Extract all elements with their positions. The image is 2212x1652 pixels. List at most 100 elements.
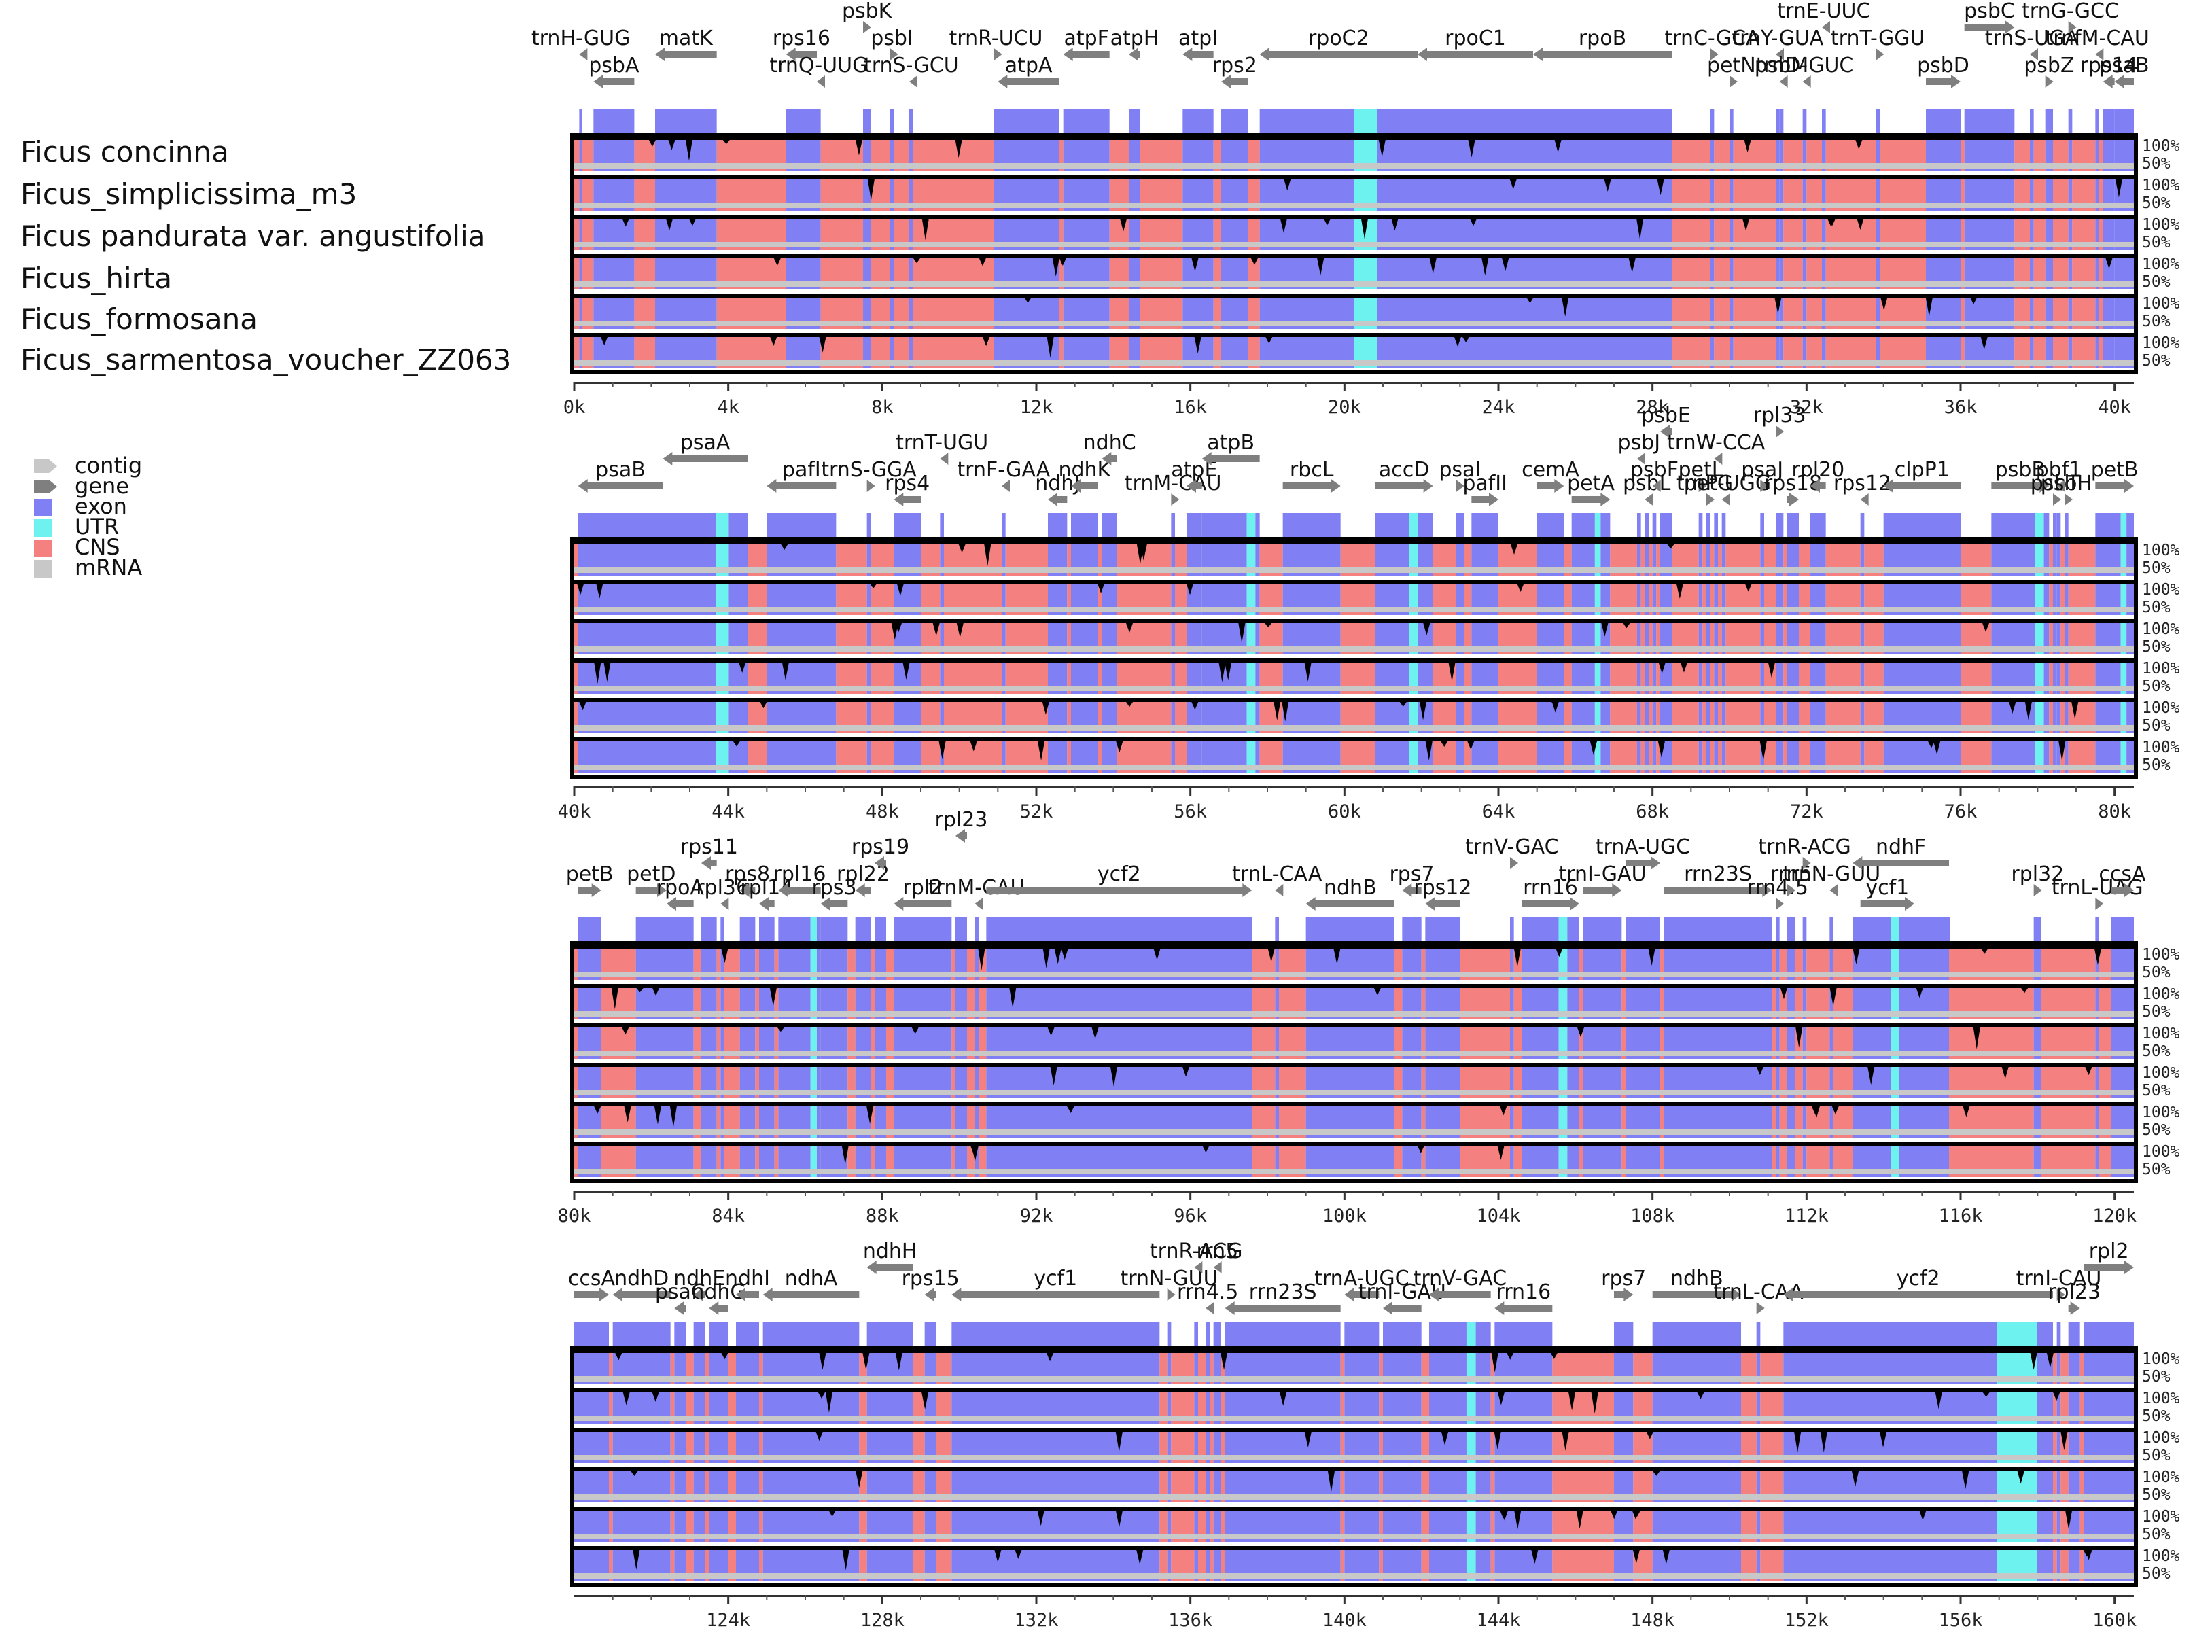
- conservation-dip: [2024, 702, 2032, 720]
- conservation-region: [847, 1066, 856, 1098]
- annotation-block: [1354, 109, 1377, 136]
- gene-arrow: [1102, 452, 1117, 465]
- gene-label: psbD: [1917, 54, 1969, 77]
- conservation-dip: [1441, 741, 1448, 747]
- axis-tick: [1189, 786, 1192, 796]
- gene-label: rps8: [725, 862, 770, 886]
- gene-label: petD: [627, 862, 675, 886]
- gene-label: rps16: [773, 27, 830, 50]
- annotation-block: [1522, 917, 1559, 945]
- alignment-track: 100%50%: [574, 333, 2180, 370]
- conservation-region: [774, 987, 779, 1019]
- conservation-region: [1456, 740, 1464, 773]
- axis-minor-tick: [1228, 1191, 1230, 1196]
- conservation-region: [1645, 740, 1649, 773]
- conservation-dip: [1759, 741, 1767, 760]
- axis-tick: [1651, 786, 1654, 796]
- alignment-track: 100%50%: [574, 540, 2180, 577]
- conservation-region: [866, 582, 871, 615]
- gene-label: ccsA: [568, 1267, 616, 1290]
- conservation-region: [1656, 740, 1660, 773]
- conservation-region: [2095, 987, 2099, 1019]
- conservation-dip: [818, 1392, 825, 1399]
- annotation-block: [1760, 513, 1764, 540]
- gene-arrow: [1571, 493, 1611, 506]
- conservation-region: [859, 1470, 867, 1502]
- gene-label: rps12: [1833, 472, 1891, 495]
- conservation-region: [2049, 701, 2053, 733]
- conservation-dip: [1697, 1392, 1704, 1399]
- annotation-block: [2035, 513, 2044, 540]
- conservation-region: [886, 947, 894, 980]
- gene-label: ndhG: [691, 1280, 745, 1304]
- conservation-region: [1718, 543, 1722, 576]
- conservation-dip: [984, 544, 991, 566]
- gene-arrow: [1706, 493, 1715, 506]
- conservation-region: [1802, 336, 1807, 368]
- annotation-block: [716, 513, 729, 540]
- conservation-dip: [921, 1392, 929, 1409]
- conservation-region: [1621, 1066, 1626, 1098]
- axis-minor-tick: [766, 786, 768, 792]
- tick-label: 144k: [1476, 1610, 1520, 1631]
- conservation-region: [1340, 1509, 1345, 1542]
- axis-minor-tick: [1998, 382, 2000, 387]
- annotation-block: [767, 513, 837, 540]
- gene-label: rps7: [1389, 862, 1434, 886]
- annotation-block: [762, 1322, 860, 1349]
- mRNA-legend-swatch: [34, 560, 52, 578]
- conservation-dip: [1042, 949, 1050, 968]
- annotation-block: [955, 917, 967, 945]
- gene-label: rpl23: [935, 808, 988, 832]
- tick-label: 36k: [1944, 397, 1978, 418]
- alignment-track: 100%50%: [574, 136, 2180, 173]
- conservation-region: [1206, 1509, 1210, 1542]
- annotation-block: [924, 1322, 936, 1349]
- gene-label: trnI-GAU: [1358, 1280, 1446, 1304]
- axis-tick: [1343, 382, 1346, 391]
- conservation-dip: [1658, 663, 1666, 674]
- gene-arrow: [2095, 898, 2104, 910]
- annotation-block: [866, 1322, 913, 1349]
- mrna-strip: [574, 607, 2134, 612]
- conservation-region: [2120, 661, 2127, 694]
- gene-label: atpI: [1178, 27, 1218, 50]
- conservation-region: [1649, 582, 1653, 615]
- conservation-region: [2060, 622, 2065, 654]
- conservation-region: [2099, 336, 2103, 368]
- conservation-region: [1795, 1066, 1803, 1098]
- conservation-region: [693, 1105, 701, 1138]
- conservation-dip: [577, 584, 584, 595]
- conservation-region: [705, 1549, 709, 1581]
- conservation-region: [1513, 987, 1522, 1019]
- gene-arrow: [2095, 479, 2134, 493]
- conservation-region: [1564, 661, 1572, 694]
- annotation-block: [574, 1322, 609, 1349]
- annotation-block: [2111, 917, 2134, 945]
- alignment-track: 100%50%: [574, 1507, 2180, 1543]
- conservation-region: [1059, 336, 1064, 368]
- gene-arrow: [1129, 48, 1140, 61]
- gene-arrow: [693, 1288, 705, 1301]
- axis-tick: [1497, 786, 1500, 796]
- conservation-dip: [596, 584, 603, 599]
- track-top-line: [574, 175, 2134, 179]
- tick-label: 120k: [2092, 1206, 2137, 1227]
- axis-minor-tick: [1998, 1191, 2000, 1196]
- pct-100-label: 100%: [2142, 699, 2180, 717]
- conservation-region: [1891, 1144, 1899, 1177]
- conservation-region: [2126, 661, 2134, 694]
- conservation-dip: [1191, 258, 1199, 272]
- axis-tick: [1189, 382, 1192, 391]
- conservation-region: [1776, 740, 1784, 773]
- conservation-region: [863, 257, 871, 289]
- conservation-region: [1206, 1549, 1210, 1581]
- gene-arrow: [817, 75, 825, 88]
- conservation-dip: [1225, 663, 1232, 680]
- axis-minor-tick: [805, 1191, 806, 1196]
- conservation-dip: [1194, 337, 1201, 354]
- conservation-dip: [622, 1392, 630, 1405]
- conservation-dip: [668, 140, 675, 150]
- conservation-dip: [1115, 1511, 1123, 1528]
- gene-label: trnS-GGA: [821, 458, 917, 482]
